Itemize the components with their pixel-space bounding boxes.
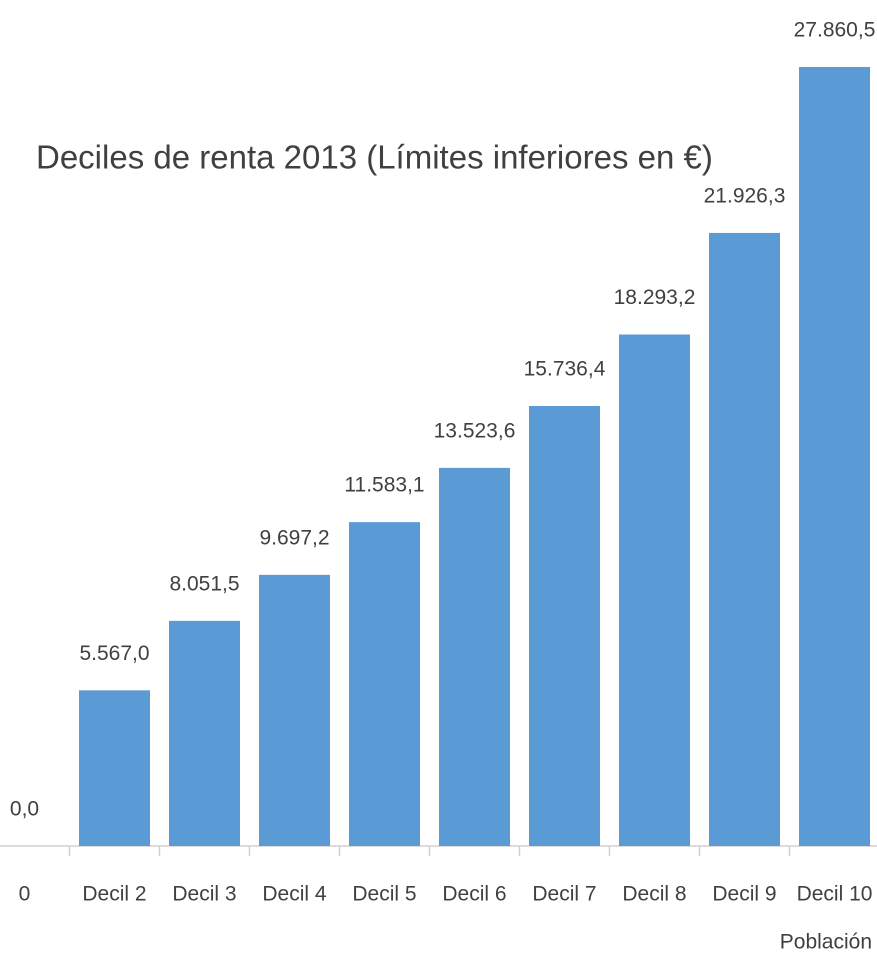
x-tick-label: Decil 5: [352, 883, 416, 906]
bar: [529, 405, 600, 846]
x-tick-label: Decil 9: [712, 883, 776, 906]
data-label: 9.697,2: [259, 526, 329, 549]
data-label: 15.736,4: [524, 358, 606, 381]
data-label: 0,0: [10, 798, 39, 821]
data-label: 8.051,5: [169, 572, 239, 595]
data-label: 27.860,5: [794, 19, 876, 42]
x-tick-label: Decil 3: [172, 883, 236, 906]
x-tick-label: Decil 8: [622, 883, 686, 906]
x-tick-label: Decil 7: [532, 883, 596, 906]
bar: [259, 574, 330, 846]
bar: [709, 232, 780, 847]
data-label: 13.523,6: [434, 419, 516, 442]
data-label: 18.293,2: [614, 286, 696, 309]
bar: [799, 67, 870, 846]
x-tick-label: Decil 10: [797, 883, 873, 906]
bar: [439, 467, 510, 846]
x-tick-label: 0: [19, 883, 31, 906]
bar: [619, 334, 690, 846]
bar: [79, 690, 150, 846]
x-tick-label: Decil 6: [442, 883, 506, 906]
data-label: 5.567,0: [79, 642, 149, 665]
x-tick-label: Decil 2: [82, 883, 146, 906]
x-tick-label: Decil 4: [262, 883, 327, 906]
data-label: 11.583,1: [344, 474, 424, 497]
bar: [169, 620, 240, 846]
bar: [349, 522, 420, 846]
data-label: 21.926,3: [704, 184, 786, 207]
x-axis-label: Población: [780, 931, 872, 954]
chart-title: Deciles de renta 2013 (Límites inferiore…: [36, 139, 713, 176]
